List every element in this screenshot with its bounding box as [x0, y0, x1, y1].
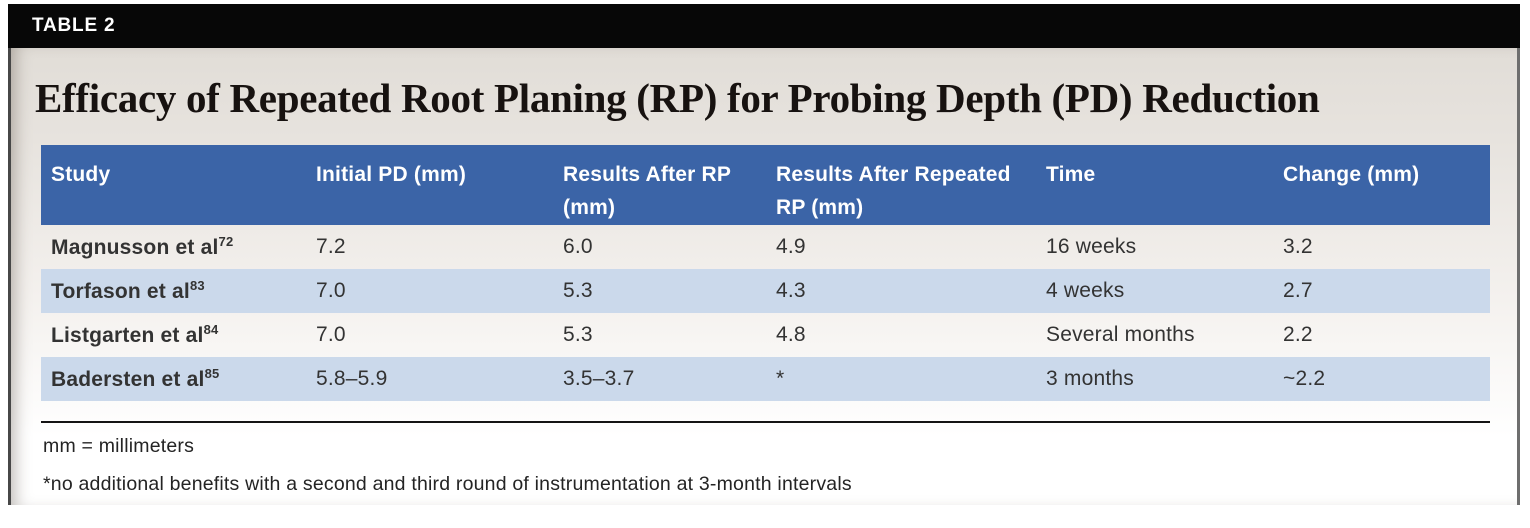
after-repeated-rp-cell: * [776, 367, 785, 391]
column-header-change: Change (mm) [1273, 145, 1490, 226]
initial-pd-cell: 7.0 [316, 279, 346, 303]
time-cell: 4 weeks [1046, 279, 1125, 303]
table-label: TABLE 2 [32, 15, 116, 36]
footnotes-section: mm = millimeters *no additional benefits… [41, 421, 1490, 500]
reference-superscript: 84 [203, 322, 219, 338]
change-cell: ~2.2 [1283, 367, 1326, 391]
initial-pd-cell: 5.8–5.9 [316, 367, 388, 391]
column-header-study: Study [41, 145, 306, 226]
after-repeated-rp-cell: 4.9 [776, 235, 806, 259]
study-name: Listgarten et al [51, 324, 204, 348]
initial-pd-cell: 7.0 [316, 323, 346, 347]
footnote-mm: mm = millimeters [43, 435, 195, 458]
footnote-divider [41, 421, 1490, 424]
column-header-initial-pd: Initial PD (mm) [306, 145, 553, 226]
table-row: Listgarten et al84 7.0 5.3 4.8 Several m… [41, 313, 1490, 357]
table-label-bar: TABLE 2 [8, 4, 1520, 48]
change-cell: 2.7 [1283, 279, 1313, 303]
after-repeated-rp-cell: 4.8 [776, 323, 806, 347]
footnote-asterisk: *no additional benefits with a second an… [43, 473, 852, 496]
study-cell: Torfason et al83 [41, 269, 306, 313]
table-title: Efficacy of Repeated Root Planing (RP) f… [35, 75, 1320, 121]
column-header-results-after-repeated-rp: Results After Repeated RP (mm) [766, 145, 1036, 226]
reference-superscript: 85 [204, 366, 220, 382]
after-rp-cell: 6.0 [563, 235, 593, 259]
after-rp-cell: 5.3 [563, 279, 593, 303]
initial-pd-cell: 7.2 [316, 235, 346, 259]
reference-superscript: 83 [189, 278, 205, 294]
data-table: Study Initial PD (mm) Results After RP (… [41, 145, 1490, 402]
study-cell: Magnusson et al72 [41, 225, 306, 269]
study-name: Magnusson et al [51, 236, 219, 260]
after-repeated-rp-cell: 4.3 [776, 279, 806, 303]
after-rp-cell: 3.5–3.7 [563, 367, 635, 391]
study-name: Torfason et al [51, 280, 190, 304]
study-cell: Listgarten et al84 [41, 313, 306, 357]
table-row: Torfason et al83 7.0 5.3 4.3 4 weeks 2.7 [41, 269, 1490, 314]
column-header-time: Time [1036, 145, 1273, 226]
reference-superscript: 72 [218, 234, 234, 250]
table-row: Magnusson et al72 7.2 6.0 4.9 16 weeks 3… [41, 225, 1490, 269]
study-name: Badersten et al [51, 368, 205, 392]
time-cell: 3 months [1046, 367, 1134, 391]
study-cell: Badersten et al85 [41, 357, 306, 401]
table-panel: Efficacy of Repeated Root Planing (RP) f… [8, 48, 1520, 505]
column-header-results-after-rp: Results After RP (mm) [553, 145, 766, 226]
change-cell: 2.2 [1283, 323, 1313, 347]
after-rp-cell: 5.3 [563, 323, 593, 347]
table-row: Badersten et al85 5.8–5.9 3.5–3.7 * 3 mo… [41, 357, 1490, 402]
time-cell: 16 weeks [1046, 235, 1137, 259]
time-cell: Several months [1046, 323, 1195, 347]
change-cell: 3.2 [1283, 235, 1313, 259]
header-row: Study Initial PD (mm) Results After RP (… [41, 145, 1490, 226]
